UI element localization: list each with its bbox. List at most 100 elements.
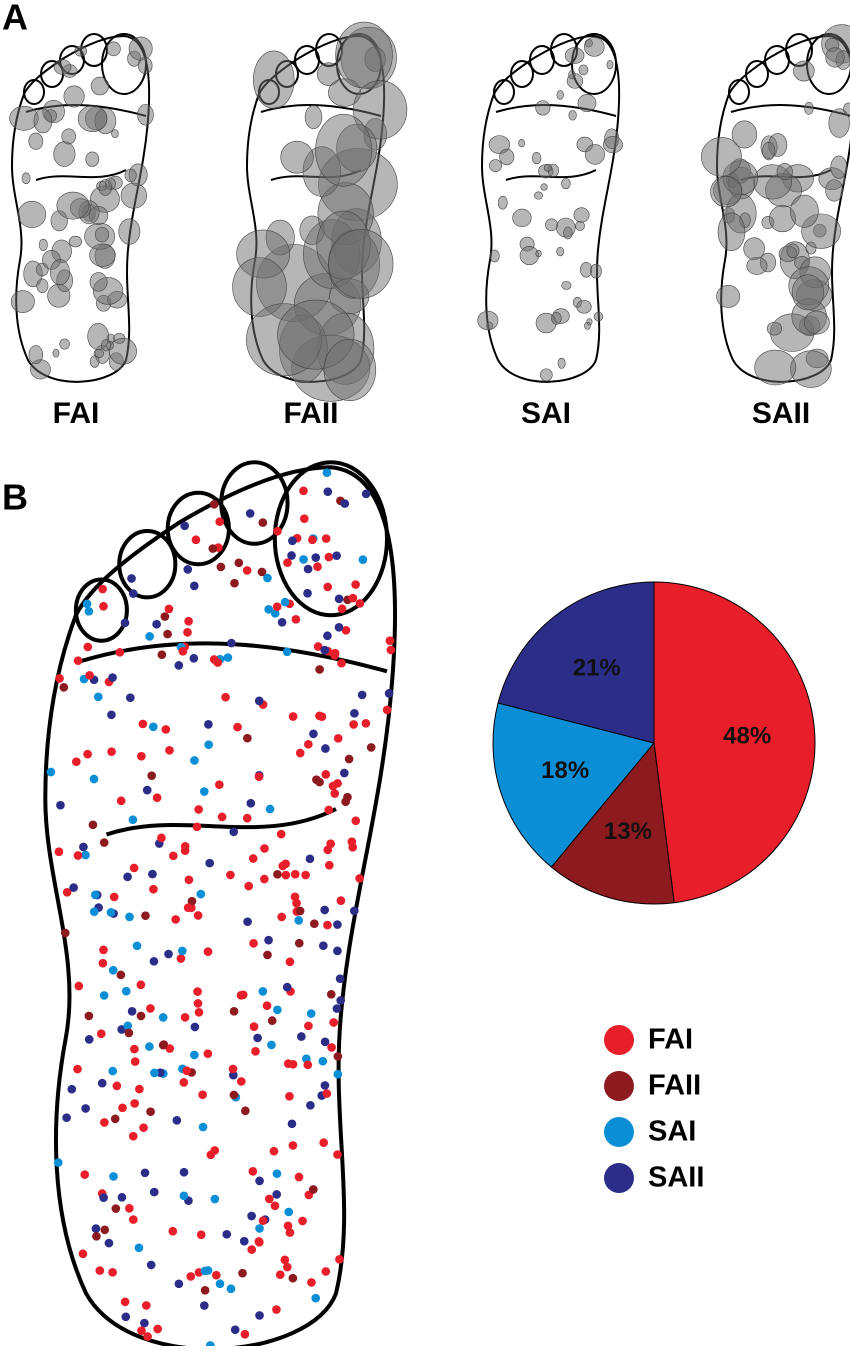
receptor-dot xyxy=(283,558,292,567)
receptive-field xyxy=(584,321,591,330)
receptor-dot xyxy=(270,1201,280,1211)
receptor-dot xyxy=(205,858,215,868)
receptor-dot xyxy=(142,785,152,795)
receptor-dot xyxy=(280,597,290,607)
receptor-dot xyxy=(272,1169,282,1179)
receptive-field xyxy=(106,41,121,57)
receptor-dot xyxy=(146,1260,156,1270)
receptive-field xyxy=(98,179,112,196)
foot-shape xyxy=(480,34,621,383)
receptor-dot xyxy=(259,874,269,884)
receptive-field xyxy=(128,36,153,61)
receptor-dot xyxy=(283,1221,293,1231)
receptor-dot xyxy=(121,1312,131,1322)
receptive-field xyxy=(90,76,109,96)
toe xyxy=(728,79,750,105)
receptor-dot xyxy=(335,1254,344,1264)
receptor-dot xyxy=(84,1035,94,1044)
panel-label: A xyxy=(2,0,28,38)
toe xyxy=(493,79,515,105)
receptor-dot xyxy=(84,606,94,616)
toe xyxy=(571,33,617,95)
receptive-field xyxy=(575,220,585,231)
receptor-dot xyxy=(107,747,116,757)
receptor-dot xyxy=(146,1004,155,1013)
receptor-dot xyxy=(171,915,181,924)
receptive-field xyxy=(33,108,53,134)
receptive-field xyxy=(561,280,572,290)
receptor-dot xyxy=(248,1167,258,1176)
receptor-dot xyxy=(306,1009,316,1018)
receptor-dot xyxy=(72,757,81,767)
receptor-dot xyxy=(361,719,371,728)
receptor-dot xyxy=(229,1090,239,1100)
receptor-dot xyxy=(208,544,218,553)
receptive-field xyxy=(124,168,137,183)
receptor-dot xyxy=(91,1224,101,1233)
receptor-dot xyxy=(242,566,252,575)
receptive-field xyxy=(762,141,776,161)
receptor-dot xyxy=(255,1224,264,1233)
receptive-field xyxy=(316,62,341,86)
receptor-dot xyxy=(343,792,352,802)
receptor-dot xyxy=(199,1301,209,1310)
receptor-dot xyxy=(120,618,130,628)
slice-label: 18% xyxy=(541,757,589,784)
receptor-dot xyxy=(81,1104,90,1113)
receptor-dot xyxy=(277,912,287,922)
receptor-dot xyxy=(128,1131,138,1141)
receptor-dot xyxy=(305,854,315,864)
receptive-field xyxy=(28,345,44,365)
receptor-dot xyxy=(55,674,64,683)
receptor-dot xyxy=(112,1081,122,1091)
receptive-field xyxy=(803,310,830,335)
receptor-dot xyxy=(190,1050,199,1060)
receptor-dot xyxy=(79,842,88,852)
receptor-dot xyxy=(160,612,170,621)
receptor-dot xyxy=(335,974,345,984)
receptor-dot xyxy=(249,1022,259,1031)
receptive-field xyxy=(52,348,60,358)
receptor-dot xyxy=(184,616,193,626)
receptor-dot xyxy=(130,1099,140,1108)
receptor-dot xyxy=(164,604,174,614)
receptor-dot xyxy=(324,860,334,870)
receptor-dot xyxy=(278,861,288,871)
receptor-dot xyxy=(199,787,209,796)
foot-outline xyxy=(701,24,850,388)
receptor-dot xyxy=(125,693,135,703)
receptor-dot xyxy=(264,935,273,945)
receptor-dot xyxy=(116,796,126,806)
receptor-dot xyxy=(189,581,199,591)
receptor-dot xyxy=(334,623,344,632)
receptor-dot xyxy=(99,1193,108,1202)
receptive-field xyxy=(535,249,542,258)
receptor-dot xyxy=(243,917,252,927)
receptor-dot xyxy=(333,946,342,956)
receptor-dot xyxy=(100,1225,110,1235)
receptive-field xyxy=(603,136,623,154)
receptor-dot xyxy=(108,1268,117,1277)
receptor-dot xyxy=(115,647,125,657)
receptive-field xyxy=(59,338,70,350)
receptive-field xyxy=(804,101,814,115)
receptive-field xyxy=(825,47,845,68)
receptive-field xyxy=(593,311,604,322)
receptor-dot xyxy=(318,941,328,951)
receptor-dot xyxy=(288,1141,298,1150)
receptive-field xyxy=(328,229,394,299)
receptor-dot xyxy=(281,870,291,880)
receptor-dot xyxy=(244,881,254,891)
receptor-dot xyxy=(183,628,192,637)
receptor-dot xyxy=(148,722,158,732)
receptor-dot xyxy=(116,970,126,980)
receptor-dot xyxy=(323,631,332,641)
receptor-dot xyxy=(85,671,94,680)
receptor-dot xyxy=(285,1228,295,1237)
receptive-field xyxy=(304,105,323,130)
receptor-dot xyxy=(226,870,235,880)
receptor-dot xyxy=(242,813,252,823)
receptive-field xyxy=(77,105,108,132)
receptor-dot xyxy=(194,805,203,814)
receptor-dot xyxy=(320,645,330,655)
